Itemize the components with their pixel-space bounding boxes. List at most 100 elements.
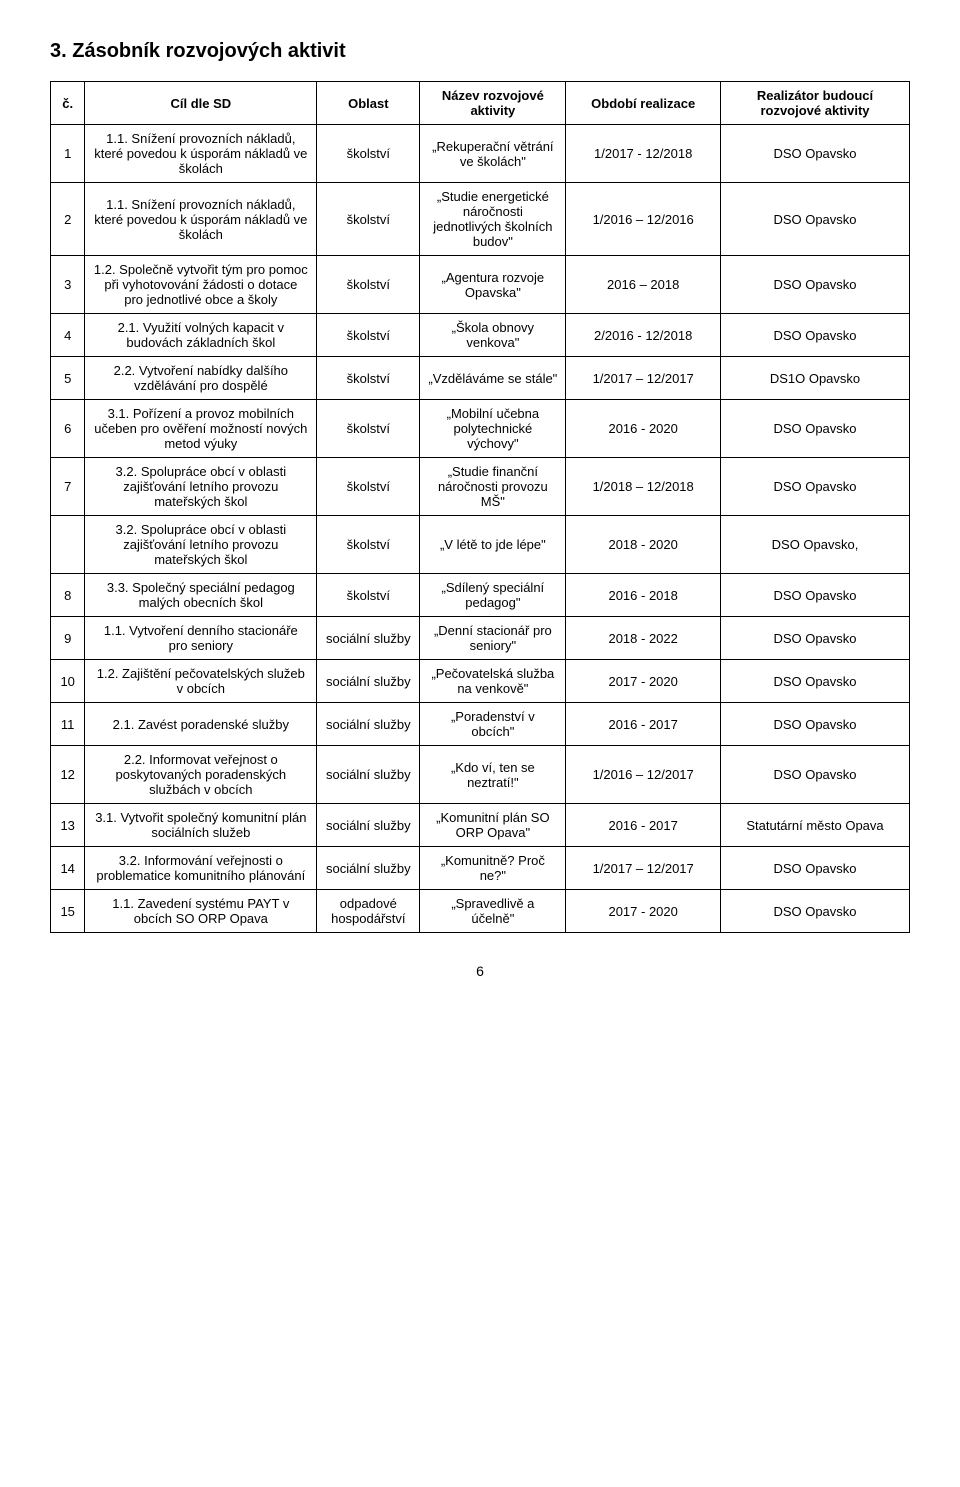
cell-cil: 3.2. Spolupráce obcí v oblasti zajišťová…: [85, 458, 317, 516]
cell-nazev: „Spravedlivě a účelně": [420, 890, 566, 933]
cell-obdobi: 2017 - 2020: [566, 660, 721, 703]
cell-cil: 3.3. Společný speciální pedagog malých o…: [85, 574, 317, 617]
cell-realizator: DSO Opavsko,: [720, 516, 909, 574]
cell-cil: 1.1. Snížení provozních nákladů, které p…: [85, 183, 317, 256]
cell-obdobi: 2016 - 2017: [566, 703, 721, 746]
cell-oblast: školství: [317, 516, 420, 574]
table-row: 31.2. Společně vytvořit tým pro pomoc př…: [51, 256, 910, 314]
col-num: č.: [51, 82, 85, 125]
cell-realizator: DSO Opavsko: [720, 458, 909, 516]
cell-nazev: „Komunitně? Proč ne?": [420, 847, 566, 890]
cell-num: 10: [51, 660, 85, 703]
cell-obdobi: 2/2016 - 12/2018: [566, 314, 721, 357]
table-row: 151.1. Zavedení systému PAYT v obcích SO…: [51, 890, 910, 933]
cell-nazev: „Komunitní plán SO ORP Opava": [420, 804, 566, 847]
cell-realizator: DSO Opavsko: [720, 890, 909, 933]
table-row: 52.2. Vytvoření nabídky dalšího vzdělává…: [51, 357, 910, 400]
cell-cil: 1.1. Zavedení systému PAYT v obcích SO O…: [85, 890, 317, 933]
cell-nazev: „Kdo ví, ten se neztratí!": [420, 746, 566, 804]
table-row: 3.2. Spolupráce obcí v oblasti zajišťová…: [51, 516, 910, 574]
cell-cil: 1.2. Zajištění pečovatelských služeb v o…: [85, 660, 317, 703]
cell-oblast: odpadové hospodářství: [317, 890, 420, 933]
cell-cil: 1.1. Snížení provozních nákladů, které p…: [85, 125, 317, 183]
cell-num: 4: [51, 314, 85, 357]
cell-obdobi: 1/2016 – 12/2017: [566, 746, 721, 804]
cell-nazev: „Mobilní učebna polytechnické výchovy": [420, 400, 566, 458]
table-row: 21.1. Snížení provozních nákladů, které …: [51, 183, 910, 256]
cell-oblast: sociální služby: [317, 804, 420, 847]
cell-cil: 3.2. Spolupráce obcí v oblasti zajišťová…: [85, 516, 317, 574]
cell-num: 12: [51, 746, 85, 804]
cell-oblast: školství: [317, 125, 420, 183]
cell-nazev: „Rekuperační větrání ve školách": [420, 125, 566, 183]
cell-oblast: školství: [317, 256, 420, 314]
cell-oblast: školství: [317, 574, 420, 617]
cell-realizator: DSO Opavsko: [720, 660, 909, 703]
cell-num: 15: [51, 890, 85, 933]
cell-realizator: DSO Opavsko: [720, 400, 909, 458]
cell-obdobi: 2018 - 2022: [566, 617, 721, 660]
cell-nazev: „Studie finanční náročnosti provozu MŠ": [420, 458, 566, 516]
section-heading: 3. Zásobník rozvojových aktivit: [50, 40, 910, 63]
cell-oblast: sociální služby: [317, 660, 420, 703]
cell-realizator: DSO Opavsko: [720, 847, 909, 890]
table-row: 73.2. Spolupráce obcí v oblasti zajišťov…: [51, 458, 910, 516]
cell-realizator: DSO Opavsko: [720, 314, 909, 357]
cell-num: 5: [51, 357, 85, 400]
table-row: 11.1. Snížení provozních nákladů, které …: [51, 125, 910, 183]
cell-cil: 3.2. Informování veřejnosti o problemati…: [85, 847, 317, 890]
cell-cil: 2.2. Informovat veřejnost o poskytovanýc…: [85, 746, 317, 804]
cell-realizator: Statutární město Opava: [720, 804, 909, 847]
cell-nazev: „Agentura rozvoje Opavska": [420, 256, 566, 314]
cell-nazev: „Vzděláváme se stále": [420, 357, 566, 400]
cell-oblast: sociální služby: [317, 847, 420, 890]
cell-num: 9: [51, 617, 85, 660]
cell-oblast: školství: [317, 458, 420, 516]
activities-table: č. Cíl dle SD Oblast Název rozvojové akt…: [50, 81, 910, 933]
col-oblast: Oblast: [317, 82, 420, 125]
page-number: 6: [50, 963, 910, 979]
cell-nazev: „V létě to jde lépe": [420, 516, 566, 574]
cell-num: 14: [51, 847, 85, 890]
table-row: 42.1. Využití volných kapacit v budovách…: [51, 314, 910, 357]
cell-realizator: DSO Opavsko: [720, 746, 909, 804]
cell-num: 3: [51, 256, 85, 314]
table-row: 112.1. Zavést poradenské službysociální …: [51, 703, 910, 746]
cell-oblast: sociální služby: [317, 703, 420, 746]
cell-num: 13: [51, 804, 85, 847]
cell-nazev: „Škola obnovy venkova": [420, 314, 566, 357]
cell-cil: 2.1. Využití volných kapacit v budovách …: [85, 314, 317, 357]
cell-realizator: DSO Opavsko: [720, 703, 909, 746]
table-row: 133.1. Vytvořit společný komunitní plán …: [51, 804, 910, 847]
table-header-row: č. Cíl dle SD Oblast Název rozvojové akt…: [51, 82, 910, 125]
cell-obdobi: 1/2017 – 12/2017: [566, 357, 721, 400]
cell-nazev: „Poradenství v obcích": [420, 703, 566, 746]
cell-realizator: DS1O Opavsko: [720, 357, 909, 400]
cell-cil: 1.1. Vytvoření denního stacionáře pro se…: [85, 617, 317, 660]
cell-obdobi: 2018 - 2020: [566, 516, 721, 574]
table-row: 122.2. Informovat veřejnost o poskytovan…: [51, 746, 910, 804]
cell-realizator: DSO Opavsko: [720, 574, 909, 617]
cell-obdobi: 1/2017 - 12/2018: [566, 125, 721, 183]
cell-cil: 2.2. Vytvoření nabídky dalšího vzděláván…: [85, 357, 317, 400]
table-row: 143.2. Informování veřejnosti o problema…: [51, 847, 910, 890]
table-row: 101.2. Zajištění pečovatelských služeb v…: [51, 660, 910, 703]
cell-num: 1: [51, 125, 85, 183]
cell-num: [51, 516, 85, 574]
col-realizator: Realizátor budoucí rozvojové aktivity: [720, 82, 909, 125]
cell-obdobi: 2016 – 2018: [566, 256, 721, 314]
cell-obdobi: 2016 - 2018: [566, 574, 721, 617]
cell-realizator: DSO Opavsko: [720, 125, 909, 183]
cell-num: 8: [51, 574, 85, 617]
cell-obdobi: 2017 - 2020: [566, 890, 721, 933]
table-row: 63.1. Pořízení a provoz mobilních učeben…: [51, 400, 910, 458]
cell-obdobi: 1/2018 – 12/2018: [566, 458, 721, 516]
cell-cil: 3.1. Vytvořit společný komunitní plán so…: [85, 804, 317, 847]
cell-nazev: „Studie energetické náročnosti jednotliv…: [420, 183, 566, 256]
col-cil: Cíl dle SD: [85, 82, 317, 125]
col-nazev: Název rozvojové aktivity: [420, 82, 566, 125]
cell-realizator: DSO Opavsko: [720, 183, 909, 256]
table-row: 83.3. Společný speciální pedagog malých …: [51, 574, 910, 617]
cell-cil: 3.1. Pořízení a provoz mobilních učeben …: [85, 400, 317, 458]
cell-realizator: DSO Opavsko: [720, 256, 909, 314]
